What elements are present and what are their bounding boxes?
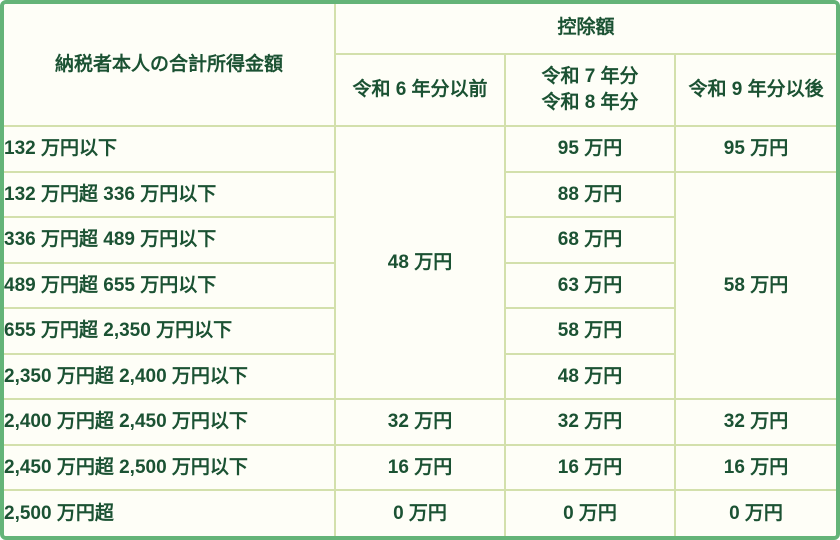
deduction-value-cell: 32 万円	[334, 398, 505, 445]
deduction-value-cell: 95 万円	[673, 125, 836, 172]
header-row-top: 納税者本人の合計所得金額 控除額	[4, 4, 836, 127]
deduction-value-cell: 16 万円	[334, 443, 505, 491]
deduction-value-cell: 0 万円	[334, 489, 505, 536]
table-row: 2,500 万円超 0 万円 0 万円 0 万円	[4, 489, 836, 536]
col-header-reiwa7: 令和 7 年分	[541, 66, 639, 88]
income-range-cell: 2,450 万円超 2,500 万円以下	[4, 443, 335, 491]
income-range-cell: 2,500 万円超	[4, 489, 335, 536]
table-row: 2,350 万円超 2,400 万円以下 48 万円	[4, 352, 836, 400]
deduction-value-cell: 16 万円	[504, 443, 675, 491]
income-range-cell: 132 万円以下	[4, 125, 335, 172]
deduction-value-cell: 32 万円	[673, 398, 836, 445]
table-row: 2,400 万円超 2,450 万円以下 32 万円 32 万円 32 万円	[4, 398, 836, 445]
deduction-value-cell: 63 万円	[504, 261, 675, 309]
income-column-header: 納税者本人の合計所得金額	[4, 4, 335, 127]
col-header-reiwa6-before: 令和 6 年分以前	[334, 52, 505, 127]
income-range-cell: 655 万円超 2,350 万円以下	[4, 307, 335, 354]
income-range-cell: 2,400 万円超 2,450 万円以下	[4, 398, 335, 445]
deduction-value-cell: 95 万円	[504, 125, 675, 172]
income-deduction-table: 納税者本人の合計所得金額 控除額 令和 6 年分以前 令和 7 年分 令和 8 年…	[4, 4, 836, 536]
table-row: 336 万円超 489 万円以下 68 万円	[4, 216, 836, 263]
table-row: 655 万円超 2,350 万円以下 58 万円	[4, 307, 836, 354]
col-header-reiwa8: 令和 8 年分	[541, 91, 639, 113]
deduction-value-cell: 0 万円	[673, 489, 836, 536]
deduction-value-cell: 68 万円	[504, 216, 675, 263]
table-row: 2,450 万円超 2,500 万円以下 16 万円 16 万円 16 万円	[4, 443, 836, 491]
deduction-value-cell: 58 万円	[504, 307, 675, 354]
deduction-value-cell-r6-merged: 48 万円	[334, 125, 505, 400]
table-row: 132 万円以下 48 万円 95 万円 95 万円	[4, 125, 836, 400]
income-range-cell: 336 万円超 489 万円以下	[4, 216, 335, 263]
income-range-cell: 2,350 万円超 2,400 万円以下	[4, 352, 335, 400]
table-row: 132 万円超 336 万円以下 88 万円 58 万円	[4, 170, 836, 400]
deduction-value-cell: 0 万円	[504, 489, 675, 536]
deduction-group-header: 控除額	[333, 4, 836, 54]
header-row-years: 令和 6 年分以前 令和 7 年分 令和 8 年分 令和 9 年分以後	[4, 52, 836, 127]
col-header-reiwa7-8: 令和 7 年分 令和 8 年分	[504, 52, 675, 127]
income-range-cell: 132 万円超 336 万円以下	[4, 170, 335, 218]
income-range-cell: 489 万円超 655 万円以下	[4, 261, 335, 309]
deduction-value-cell: 16 万円	[673, 443, 836, 491]
deduction-value-cell-r9-merged: 58 万円	[673, 170, 836, 400]
table-row: 489 万円超 655 万円以下 63 万円	[4, 261, 836, 309]
deduction-value-cell: 32 万円	[504, 398, 675, 445]
deduction-value-cell: 88 万円	[504, 170, 675, 218]
col-header-reiwa9-after: 令和 9 年分以後	[673, 52, 836, 127]
deduction-value-cell: 48 万円	[504, 352, 675, 400]
